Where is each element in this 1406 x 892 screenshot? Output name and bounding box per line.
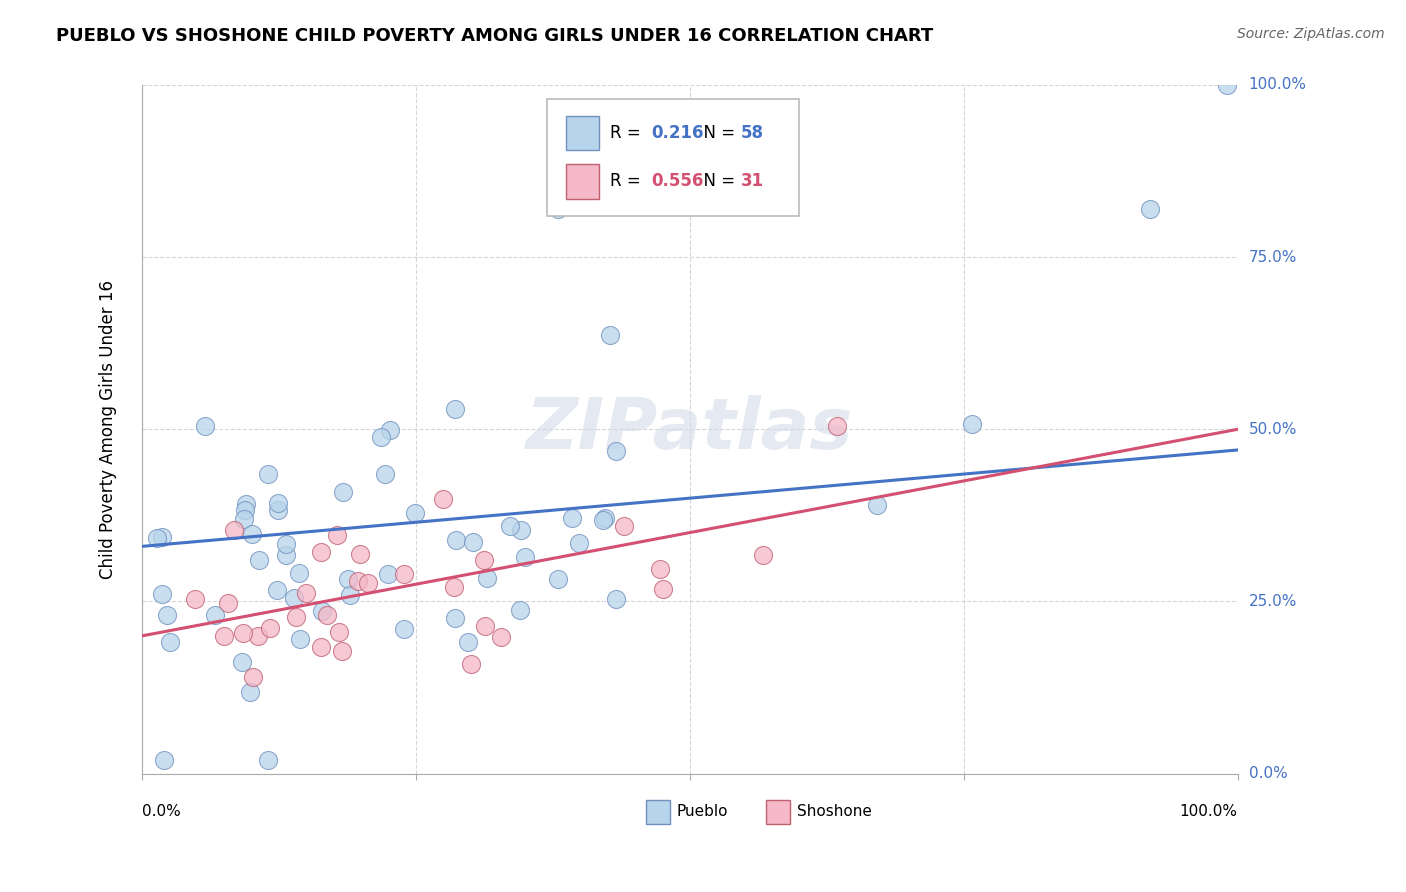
Text: 0.216: 0.216 [651,124,704,142]
FancyBboxPatch shape [565,116,599,151]
Text: 25.0%: 25.0% [1249,594,1296,609]
Text: Shoshone: Shoshone [797,804,872,819]
FancyBboxPatch shape [565,164,599,199]
Text: R =: R = [610,124,645,142]
Text: 100.0%: 100.0% [1249,78,1306,93]
FancyBboxPatch shape [547,99,799,216]
Text: 75.0%: 75.0% [1249,250,1296,265]
Text: N =: N = [693,172,741,190]
Text: PUEBLO VS SHOSHONE CHILD POVERTY AMONG GIRLS UNDER 16 CORRELATION CHART: PUEBLO VS SHOSHONE CHILD POVERTY AMONG G… [56,27,934,45]
Text: 31: 31 [741,172,765,190]
Text: 50.0%: 50.0% [1249,422,1296,437]
FancyBboxPatch shape [766,799,790,823]
Text: Source: ZipAtlas.com: Source: ZipAtlas.com [1237,27,1385,41]
Text: 100.0%: 100.0% [1180,805,1237,819]
Text: 0.0%: 0.0% [1249,766,1288,781]
Text: 58: 58 [741,124,763,142]
Text: ZIPatlas: ZIPatlas [526,395,853,464]
Text: N =: N = [693,124,741,142]
Text: Pueblo: Pueblo [676,804,728,819]
Text: 0.0%: 0.0% [142,805,180,819]
Y-axis label: Child Poverty Among Girls Under 16: Child Poverty Among Girls Under 16 [100,280,117,579]
FancyBboxPatch shape [645,799,669,823]
Text: R =: R = [610,172,645,190]
Text: 0.556: 0.556 [651,172,703,190]
